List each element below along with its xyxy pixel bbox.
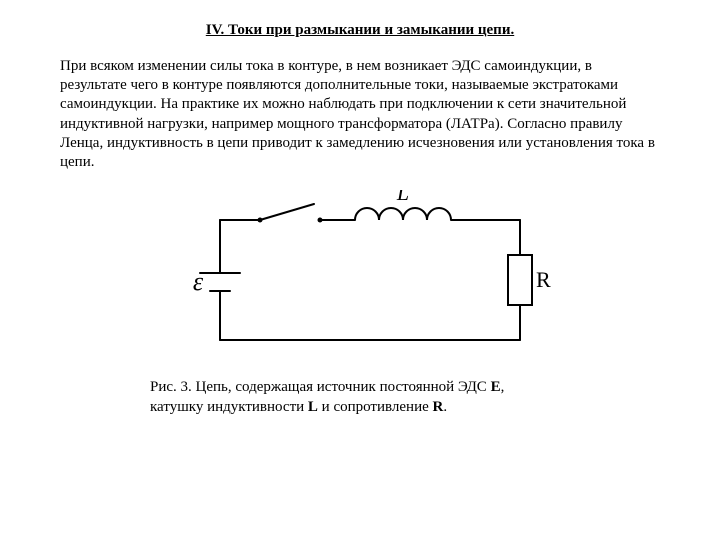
svg-text:ε: ε [193, 267, 204, 296]
caption-text-2b: и сопротивление [318, 399, 433, 415]
caption-text-1b: , [501, 379, 505, 395]
caption-L-symbol: L [308, 399, 318, 415]
caption-emf-symbol: E [491, 379, 501, 395]
caption-text-1: Рис. 3. Цепь, содержащая источник постоя… [150, 379, 491, 395]
caption-R-symbol: R [433, 399, 444, 415]
figure-caption: Рис. 3. Цепь, содержащая источник постоя… [150, 378, 660, 417]
section-title: IV. Токи при размыкании и замыкании цепи… [60, 22, 660, 39]
svg-text:L: L [396, 190, 409, 205]
circuit-diagram: L Rε [160, 190, 560, 370]
body-paragraph: При всяком изменении силы тока в контуре… [60, 57, 660, 172]
caption-text-2a: катушку индуктивности [150, 399, 308, 415]
caption-text-2c: . [443, 399, 447, 415]
svg-text:R: R [536, 267, 551, 292]
